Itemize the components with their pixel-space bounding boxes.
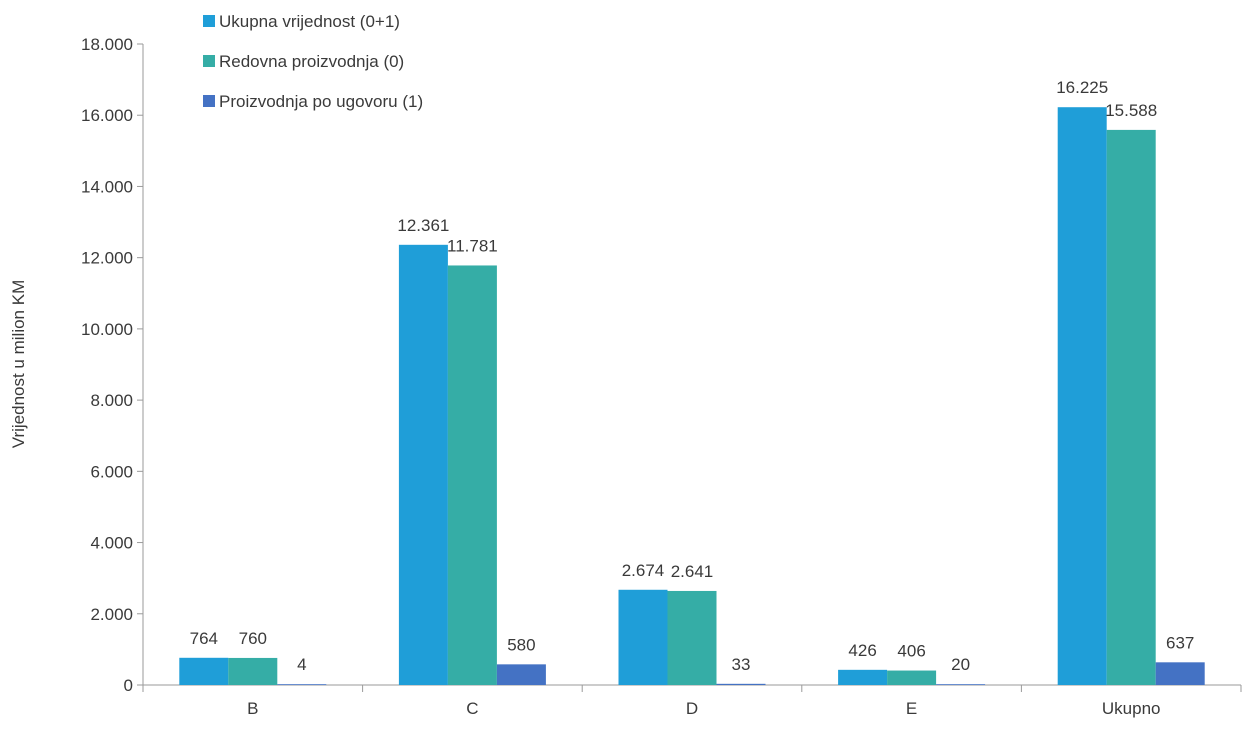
data-label: 16.225: [1056, 78, 1108, 97]
data-label: 11.781: [447, 236, 498, 255]
bar: [496, 664, 546, 685]
bar: [618, 589, 668, 685]
bar: [716, 683, 766, 685]
bar: [228, 657, 278, 685]
bar: [179, 657, 229, 685]
axes: 0 2.000 4.000 6.000 8.000 10.000 12.000 14.000 1…: [81, 35, 1242, 718]
bar: [398, 244, 448, 686]
data-label: 760: [239, 629, 267, 648]
category-label: C: [466, 699, 478, 718]
legend-label: Proizvodnja po ugovoru (1): [219, 92, 423, 111]
y-axis-title: Vrijednost u milion KM: [9, 280, 28, 449]
legend-swatch: [203, 15, 215, 27]
legend-swatch: [203, 55, 215, 67]
bar: [1057, 107, 1107, 686]
category-label: Ukupno: [1102, 699, 1161, 718]
y-tick-label: 12.000: [81, 249, 133, 268]
bar: [667, 590, 717, 685]
bar: [277, 684, 327, 685]
bars: [179, 107, 1205, 686]
data-label: 580: [507, 635, 535, 654]
category-label: D: [686, 699, 698, 718]
y-tick-label: 6.000: [90, 462, 133, 481]
data-label: 2.641: [671, 562, 714, 581]
data-label: 12.361: [397, 216, 449, 235]
data-label: 637: [1166, 633, 1194, 652]
bar: [1155, 662, 1205, 685]
data-label: 33: [732, 655, 751, 674]
data-label: 2.674: [622, 561, 665, 580]
legend-swatch: [203, 95, 215, 107]
legend-label: Redovna proizvodnja (0): [219, 52, 404, 71]
category-label: E: [906, 699, 917, 718]
data-label: 406: [897, 642, 925, 661]
bar: [887, 670, 937, 685]
y-tick-label: 0: [124, 676, 133, 695]
y-tick-label: 2.000: [90, 605, 133, 624]
y-tick-label: 8.000: [90, 391, 133, 410]
bar: [1106, 129, 1156, 686]
legend-label: Ukupna vrijednost (0+1): [219, 12, 400, 31]
bar: [936, 684, 986, 685]
data-label: 20: [951, 655, 970, 674]
y-tick-label: 4.000: [90, 534, 133, 553]
bar: [838, 669, 888, 685]
bar: [447, 265, 497, 685]
data-label: 764: [190, 629, 218, 648]
legend: Ukupna vrijednost (0+1) Redovna proizvodn…: [203, 12, 423, 111]
data-label: 4: [297, 655, 306, 674]
y-tick-label: 18.000: [81, 35, 133, 54]
y-tick-label: 14.000: [81, 177, 133, 196]
data-label: 15.588: [1105, 101, 1157, 120]
y-tick-label: 10.000: [81, 320, 133, 339]
y-tick-label: 16.000: [81, 106, 133, 125]
category-label: B: [247, 699, 258, 718]
data-label: 426: [848, 641, 876, 660]
